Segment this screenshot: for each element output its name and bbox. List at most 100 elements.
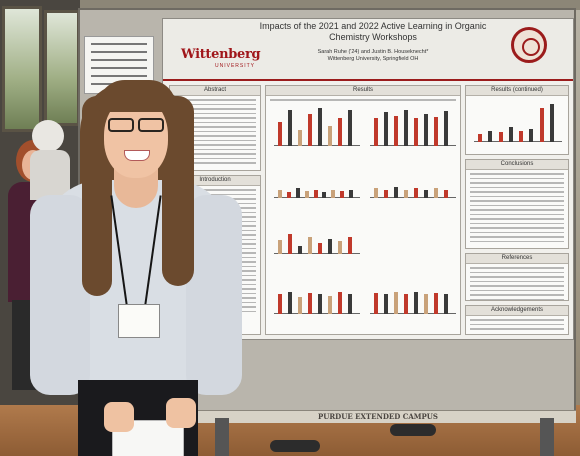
glasses-icon xyxy=(108,118,134,132)
person-hair-top xyxy=(98,80,176,112)
decorative-bar xyxy=(434,117,438,146)
decorative-bar xyxy=(278,240,282,254)
results-continued-chart xyxy=(474,102,562,142)
poster-title: Impacts of the 2021 and 2022 Active Lear… xyxy=(259,21,487,42)
decorative-bar xyxy=(278,294,282,314)
decorative-bar xyxy=(374,118,378,146)
acknowledgements-panel: Acknowledgements xyxy=(465,305,569,335)
person-right-sleeve xyxy=(186,195,242,395)
decorative-bar xyxy=(349,190,354,198)
results-bar-chart-7 xyxy=(370,284,456,314)
decorative-bar xyxy=(308,293,312,314)
poster-author-names: Sarah Ruhe ('24) and Justin B. Houseknec… xyxy=(317,49,429,55)
decorative-bar xyxy=(444,190,448,198)
results-bar-chart-6 xyxy=(274,284,360,314)
decorative-bar xyxy=(295,188,300,198)
decorative-bar xyxy=(404,110,408,146)
background-window-center xyxy=(44,10,80,126)
results-panel: Results xyxy=(265,85,461,335)
decorative-bar xyxy=(444,111,448,146)
conclusions-heading: Conclusions xyxy=(466,160,568,170)
background-person-white-hair xyxy=(30,120,70,200)
university-logo-sub: UNIVERSITY xyxy=(215,63,256,69)
decorative-bar xyxy=(434,293,438,314)
person-smile xyxy=(124,150,150,161)
decorative-bar xyxy=(304,191,309,198)
decorative-bar xyxy=(298,246,302,254)
decorative-bar xyxy=(424,114,428,146)
decorative-bar xyxy=(414,188,418,198)
results-continued-heading: Results (continued) xyxy=(466,86,568,96)
decorative-bar xyxy=(331,190,336,198)
decorative-bar xyxy=(374,188,378,198)
poster-affiliation: Wittenberg University, Springfield OH xyxy=(327,56,419,62)
results-heading: Results xyxy=(266,86,460,96)
decorative-bar xyxy=(308,237,312,254)
conclusions-panel: Conclusions xyxy=(465,159,569,249)
decorative-bar xyxy=(384,294,388,314)
introduction-heading: Introduction xyxy=(170,176,260,186)
person-left-hand xyxy=(104,402,134,432)
poster-authors: Sarah Ruhe ('24) and Justin B. Houseknec… xyxy=(253,49,493,63)
results-bar-chart-5 xyxy=(274,224,360,254)
board-frame: PURDUE EXTENDED CAMPUS xyxy=(78,410,576,423)
decorative-bar xyxy=(404,190,408,198)
decorative-bar xyxy=(508,127,513,142)
decorative-bar xyxy=(278,122,282,146)
board-leg xyxy=(215,418,229,456)
decorative-bar xyxy=(424,190,428,198)
results-bar-chart-4 xyxy=(370,168,456,198)
decorative-bar xyxy=(384,190,388,198)
decorative-bar xyxy=(318,294,322,314)
decorative-bar xyxy=(424,294,428,314)
name-badge xyxy=(118,304,160,338)
references-panel: References xyxy=(465,253,569,301)
decorative-bar xyxy=(298,297,302,314)
decorative-bar xyxy=(434,188,438,198)
decorative-bar xyxy=(338,118,342,146)
decorative-bar xyxy=(519,131,523,142)
decorative-bar xyxy=(394,116,398,146)
decorative-bar xyxy=(322,192,327,198)
decorative-bar xyxy=(328,239,332,254)
decorative-bar xyxy=(288,292,292,314)
decorative-bar xyxy=(384,112,388,146)
decorative-bar xyxy=(348,110,352,146)
decorative-bar xyxy=(444,294,448,314)
decorative-bar xyxy=(286,192,291,198)
decorative-bar xyxy=(338,241,342,254)
results-continued-panel: Results (continued) xyxy=(465,85,569,155)
decorative-bar xyxy=(539,108,544,142)
university-seal-icon xyxy=(511,27,547,63)
results-bar-chart-2 xyxy=(370,104,456,146)
decorative-bar xyxy=(308,114,312,146)
decorative-bar xyxy=(498,132,503,142)
results-bar-chart-1 xyxy=(274,104,360,146)
decorative-bar xyxy=(529,129,534,142)
board-leg xyxy=(540,418,554,456)
decorative-bar xyxy=(288,110,292,146)
decorative-bar xyxy=(348,294,352,314)
results-bar-chart-3 xyxy=(274,168,360,198)
poster-header: Wittenberg UNIVERSITY Impacts of the 202… xyxy=(163,19,573,81)
decorative-bar xyxy=(318,243,322,254)
glasses-icon xyxy=(138,118,164,132)
decorative-bar xyxy=(328,296,332,314)
decorative-bar xyxy=(549,104,554,142)
decorative-bar xyxy=(348,237,352,254)
decorative-bar xyxy=(478,134,482,142)
decorative-bar xyxy=(414,292,418,314)
decorative-bar xyxy=(394,187,398,198)
decorative-bar xyxy=(313,190,318,198)
background-window-left xyxy=(2,6,42,132)
research-poster: Wittenberg UNIVERSITY Impacts of the 202… xyxy=(162,18,574,340)
decorative-bar xyxy=(488,131,493,142)
decorative-bar xyxy=(340,191,345,198)
decorative-bar xyxy=(394,292,398,314)
decorative-bar xyxy=(328,126,332,146)
decorative-bar xyxy=(414,118,418,146)
person-left-sleeve xyxy=(30,195,90,395)
background-wall-top xyxy=(80,0,580,10)
acknowledgements-heading: Acknowledgements xyxy=(466,306,568,316)
